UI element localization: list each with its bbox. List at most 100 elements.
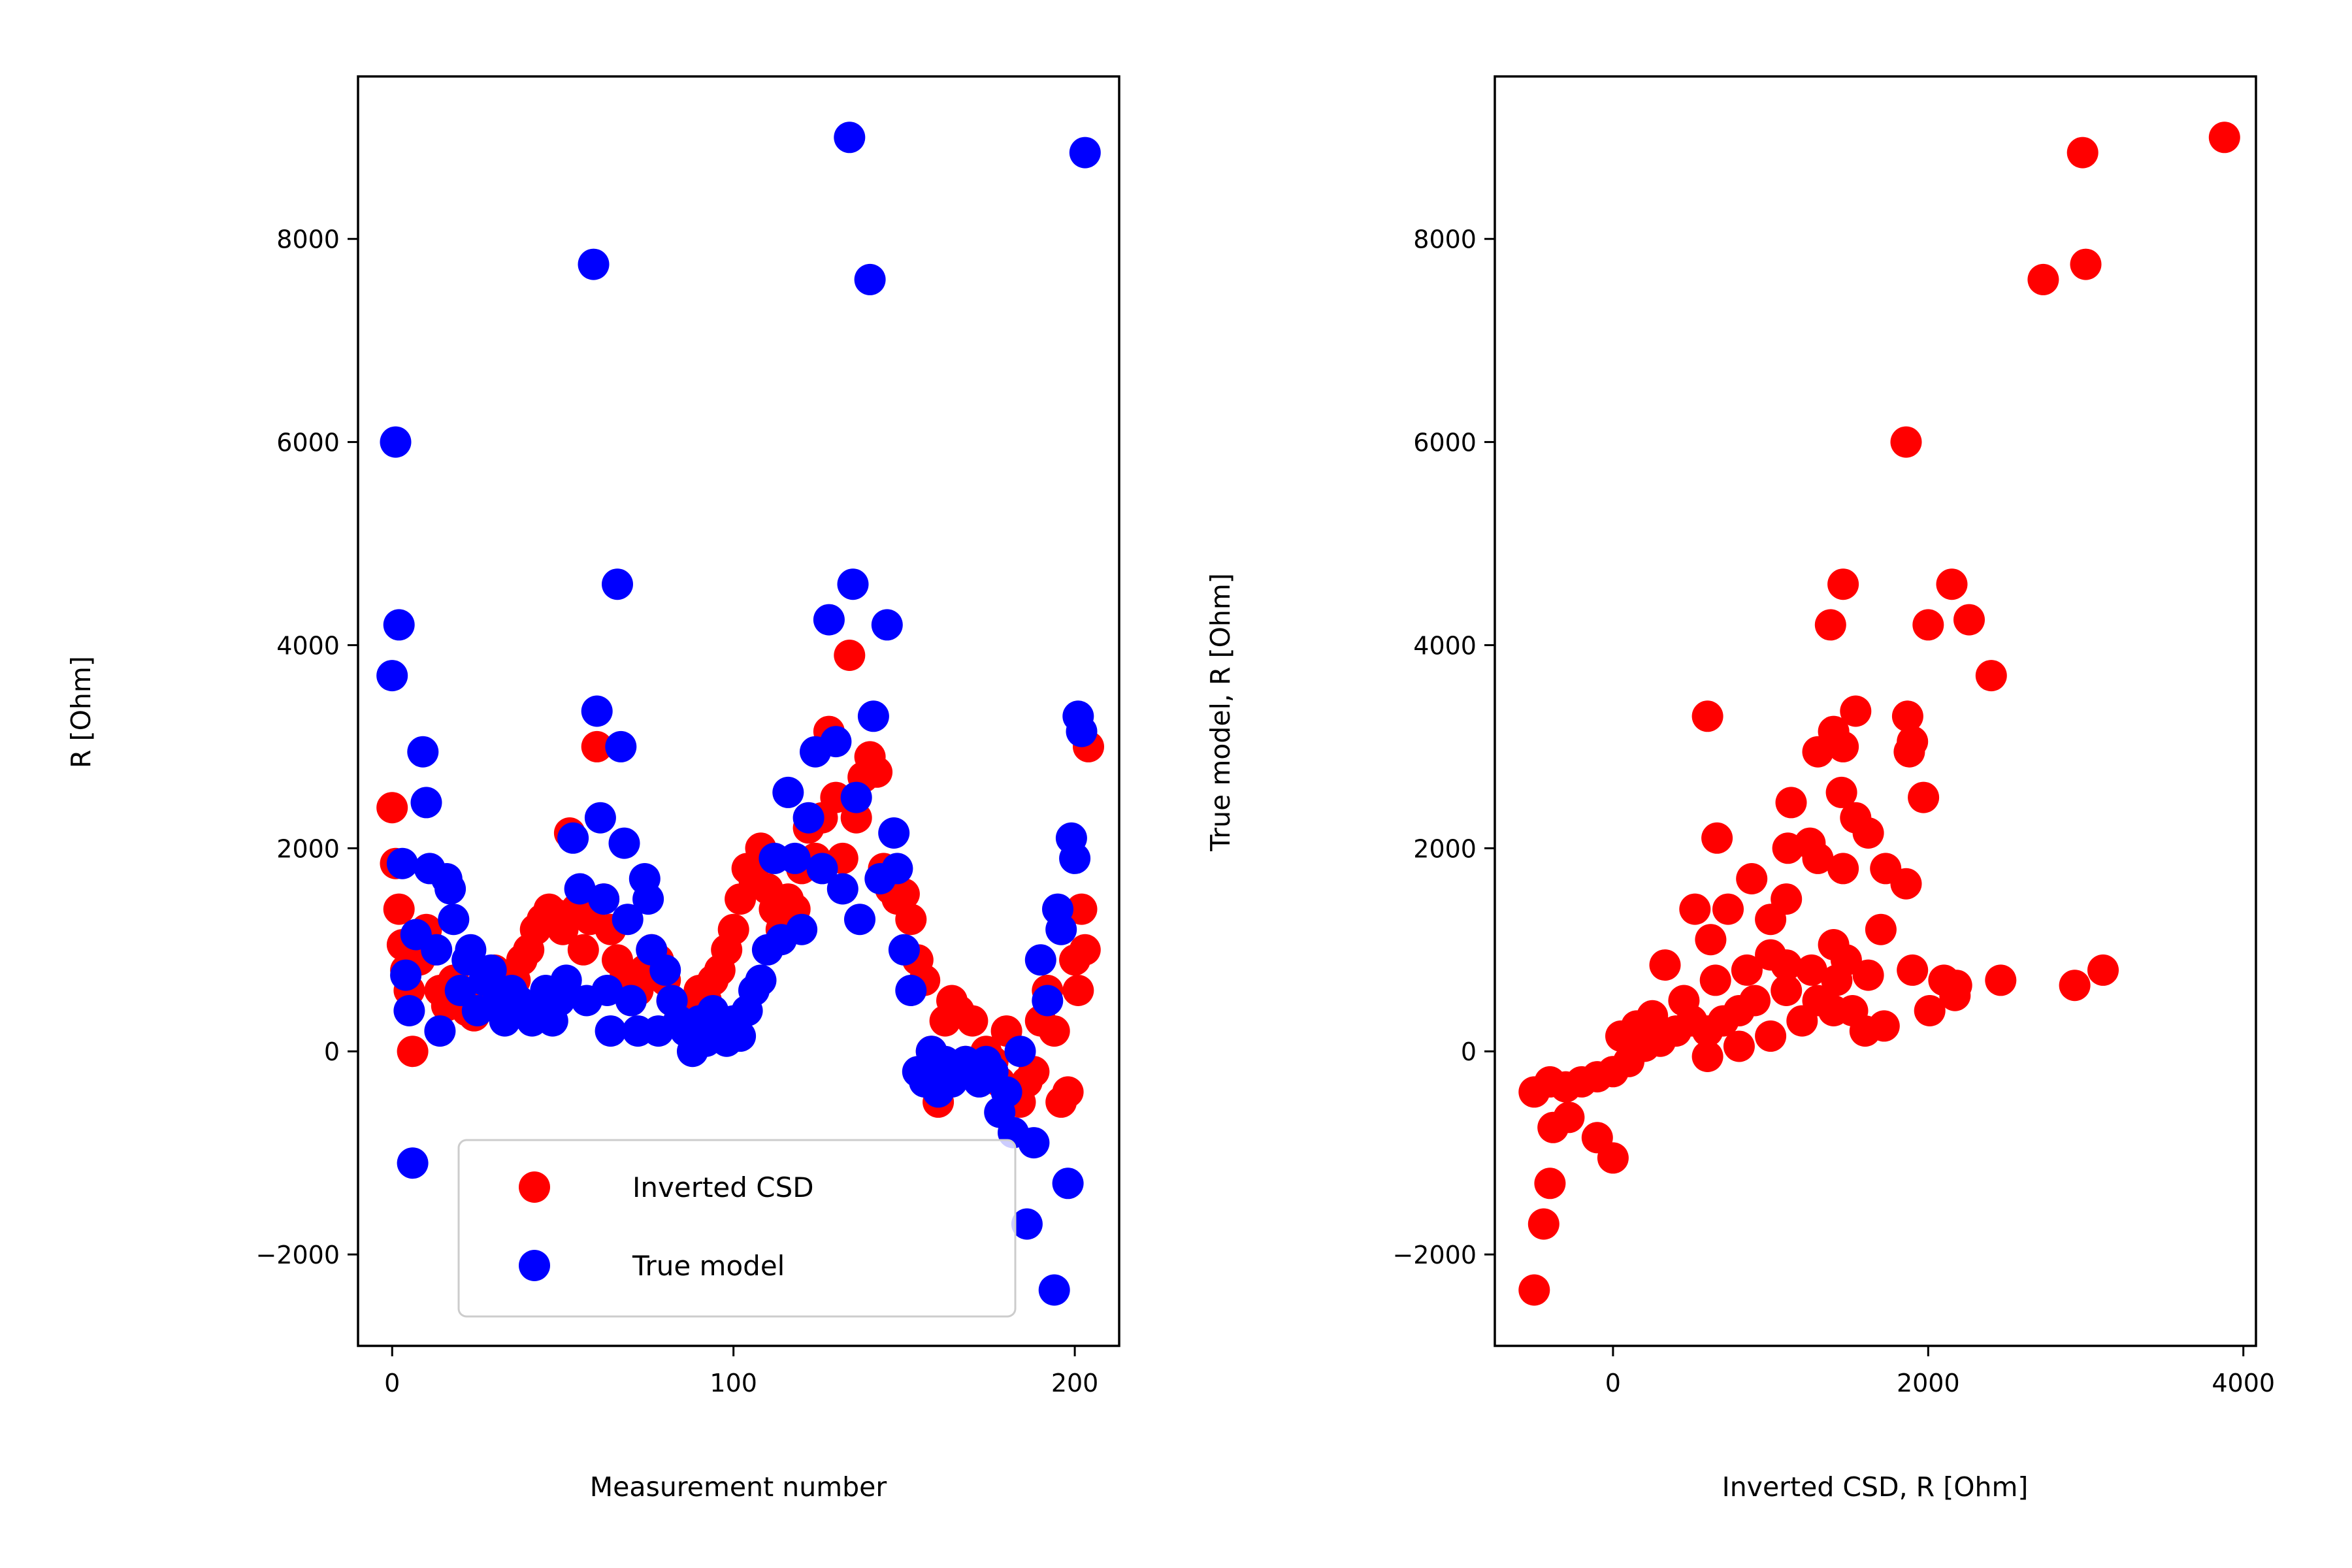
right-point-s0-80	[1518, 1274, 1550, 1306]
right-point-s0-8	[1912, 609, 1944, 641]
right-point-s0-42	[1771, 949, 1803, 981]
left-x-axis: 0 100 200	[384, 1346, 1098, 1397]
right-point-s0-30	[1736, 863, 1768, 894]
left-point-s1-107	[1011, 1208, 1043, 1240]
right-point-s0-88	[1731, 954, 1763, 986]
left-point-s1-44	[608, 827, 640, 859]
left-point-s1-18	[455, 934, 487, 966]
right-point-s0-86	[1668, 985, 1700, 1017]
chart-right: 0 2000 4000 −2000 0 2000 4000 6000 8000 Inverte…	[1205, 75, 2275, 1503]
left-point-s1-8	[407, 736, 439, 768]
right-point-s0-2	[2027, 263, 2059, 295]
right-point-s0-44	[1821, 964, 1853, 996]
left-point-s1-113	[1045, 913, 1077, 945]
left-point-s0-2	[383, 893, 415, 925]
left-point-s1-45	[612, 904, 644, 936]
left-point-s1-1	[380, 426, 412, 458]
left-point-s1-82	[844, 904, 875, 936]
right-point-s0-82	[1723, 1030, 1755, 1062]
right-ytick-label-3: 4000	[1413, 631, 1477, 660]
left-ytick-label-5: 8000	[276, 225, 340, 254]
left-point-s0-105	[1066, 893, 1098, 925]
right-point-s0-20	[1825, 776, 1857, 808]
left-point-s1-116	[1059, 842, 1091, 874]
left-ytick-label-0: −2000	[255, 1241, 340, 1269]
legend-box	[457, 1139, 1017, 1318]
right-point-s0-19	[1775, 787, 1807, 819]
right-point-s0-15	[1802, 736, 1834, 768]
left-point-s1-86	[871, 609, 903, 641]
left-point-s1-79	[834, 122, 866, 154]
left-point-s0-6	[397, 1036, 429, 1068]
left-point-s0-70	[834, 640, 866, 671]
right-point-s0-36	[1695, 924, 1727, 956]
left-point-s1-40	[591, 975, 623, 1006]
left-point-s0-33	[581, 730, 613, 762]
left-point-s1-83	[854, 263, 886, 295]
left-point-s1-63	[725, 1020, 757, 1052]
left-ytick-label-1: 0	[324, 1037, 340, 1066]
chart-left: 0 100 200 −2000 0 2000 4000 6000 8000 Measureme…	[65, 75, 1120, 1503]
right-point-s0-21	[1908, 781, 1940, 813]
left-point-s1-11	[421, 934, 453, 966]
left-point-s1-33	[557, 822, 589, 854]
left-point-s1-38	[584, 802, 616, 834]
right-point-s0-83	[1755, 1020, 1787, 1052]
right-point-s0-18	[1897, 726, 1929, 758]
right-point-s0-43	[1795, 954, 1827, 986]
right-point-s0-4	[1890, 426, 1922, 458]
left-point-s0-79	[895, 904, 927, 936]
left-point-s0-31	[567, 934, 599, 966]
right-ytick-label-5: 8000	[1413, 225, 1477, 254]
left-series-true-model	[376, 122, 1101, 1306]
left-point-s1-46	[615, 985, 647, 1017]
left-point-s1-75	[806, 853, 838, 885]
right-xtick-label-1: 2000	[1897, 1369, 1960, 1397]
left-point-s1-21	[475, 954, 507, 986]
right-point-s0-5	[1827, 568, 1859, 600]
right-series	[1518, 122, 2240, 1306]
left-point-s1-87	[878, 817, 910, 849]
left-point-s1-110	[1032, 985, 1064, 1017]
left-point-s1-6	[397, 1147, 429, 1179]
right-point-s0-37	[1865, 913, 1897, 945]
legend-marker-inverted-csd	[519, 1171, 550, 1203]
right-point-s0-91	[1605, 1020, 1637, 1052]
right-point-s0-12	[1840, 695, 1872, 727]
right-point-s0-11	[1691, 700, 1723, 732]
right-point-s0-9	[1953, 604, 1985, 636]
left-point-s1-5	[393, 995, 425, 1026]
right-point-s0-45	[1852, 959, 1884, 991]
right-point-s0-58	[1771, 975, 1803, 1006]
right-point-s0-25	[1772, 832, 1804, 864]
left-point-s1-109	[1024, 944, 1056, 976]
legend-label-inverted-csd: Inverted CSD	[632, 1171, 814, 1203]
left-plot-frame	[357, 75, 1120, 1347]
left-ytick-label-4: 6000	[276, 429, 340, 457]
left-point-s1-72	[786, 913, 818, 945]
right-point-s0-84	[1786, 1005, 1818, 1037]
left-point-s1-3	[386, 847, 418, 879]
left-point-s1-76	[813, 604, 845, 636]
right-xtick-label-0: 0	[1605, 1369, 1621, 1397]
left-point-s1-77	[820, 726, 852, 758]
left-point-s0-78	[888, 878, 920, 910]
left-ytick-label-2: 2000	[276, 834, 340, 863]
right-point-s0-24	[1852, 817, 1884, 849]
right-point-s0-1	[2066, 137, 2099, 169]
left-point-s0-106	[1069, 934, 1101, 966]
right-plot-frame	[1494, 75, 2257, 1347]
left-point-s1-4	[390, 959, 422, 991]
left-point-s1-37	[581, 695, 613, 727]
left-point-s1-41	[595, 1015, 627, 1047]
left-point-s1-119	[1069, 137, 1101, 169]
left-point-s0-74	[861, 756, 893, 788]
left-point-s1-90	[895, 975, 927, 1006]
legend: Inverted CSD True model	[457, 1139, 1017, 1318]
right-point-s0-3	[2070, 248, 2102, 280]
right-point-s0-6	[1936, 568, 1968, 600]
right-point-s0-32	[1679, 893, 1711, 925]
left-point-s0-53	[717, 913, 749, 945]
left-point-s1-52	[649, 954, 681, 986]
